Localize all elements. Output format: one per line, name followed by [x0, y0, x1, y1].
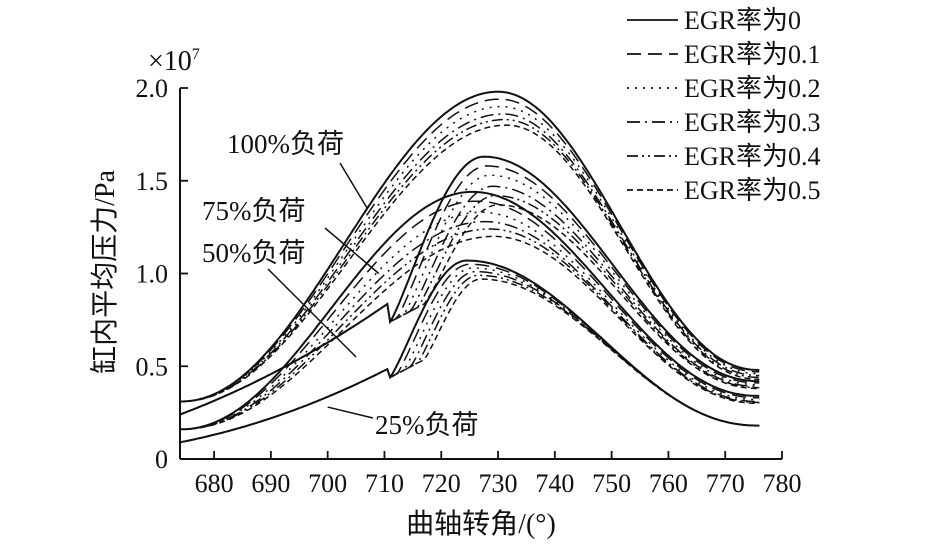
x-tick-label: 690	[251, 469, 290, 498]
y-tick-label: 2.0	[136, 74, 169, 103]
annotation-label: 50%负荷	[202, 238, 306, 268]
y-tick-label: 0.5	[136, 352, 169, 381]
legend-item: EGR率为0.5	[627, 176, 821, 205]
legend-label: EGR率为0.2	[684, 74, 821, 103]
legend-label: EGR率为0.1	[684, 40, 821, 69]
x-tick-label: 720	[422, 469, 461, 498]
legend-item: EGR率为0.1	[627, 40, 821, 69]
legend: EGR率为0 EGR率为0.1 EGR率为0.2 EGR率为0.3 EGR率为0.4 EG…	[627, 6, 821, 205]
x-tick-label: 780	[763, 469, 802, 498]
legend-label: EGR率为0.3	[684, 108, 821, 137]
annotation-label: 75%负荷	[202, 196, 306, 226]
annotation-leader	[340, 163, 367, 209]
y-tick-label: 1.0	[136, 260, 169, 289]
x-tick-label: 680	[195, 469, 234, 498]
legend-label: EGR率为0	[684, 6, 801, 35]
pressure-curve	[180, 196, 759, 415]
annotation-label: 25%负荷	[375, 410, 479, 440]
x-tick-label: 710	[365, 469, 404, 498]
y-multiplier: ×107	[148, 46, 200, 77]
annotation-4: 25%负荷	[328, 407, 479, 440]
annotation-leader	[328, 407, 373, 418]
legend-item: EGR率为0.4	[627, 142, 821, 171]
legend-item: EGR率为0.3	[627, 108, 821, 137]
x-tick-label: 740	[535, 469, 574, 498]
y-tick-label: 1.5	[136, 167, 169, 196]
x-tick-label: 750	[592, 469, 631, 498]
legend-item: EGR率为0	[627, 6, 801, 35]
x-tick-label: 730	[479, 469, 518, 498]
x-tick-label: 700	[308, 469, 347, 498]
x-axis-title: 曲轴转角/(°)	[406, 508, 556, 540]
annotation-leader	[268, 269, 356, 357]
legend-label: EGR率为0.5	[684, 176, 821, 205]
legend-item: EGR率为0.2	[627, 74, 821, 103]
legend-label: EGR率为0.4	[684, 142, 821, 171]
y-tick-label: 0	[155, 445, 168, 474]
annotation-label: 100%负荷	[227, 129, 344, 159]
x-tick-label: 770	[706, 469, 745, 498]
x-tick-label: 760	[649, 469, 688, 498]
y-axis-title: 缸内平均压力/Pa	[89, 170, 121, 374]
